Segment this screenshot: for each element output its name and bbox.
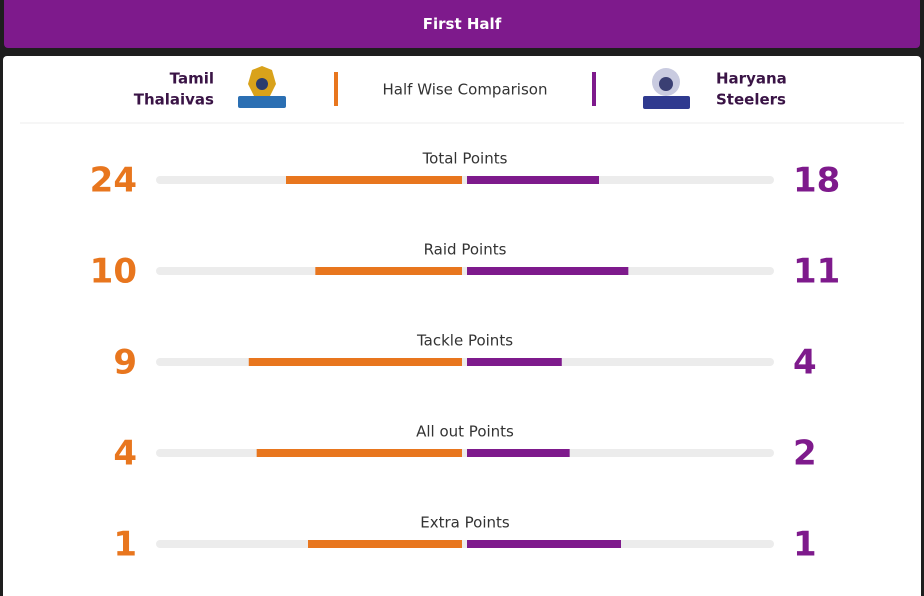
bar-track <box>156 449 774 457</box>
home-value: 10 <box>90 252 137 292</box>
home-bar <box>248 358 462 366</box>
home-bar <box>286 176 462 184</box>
caption: Half Wise Comparison <box>383 81 548 99</box>
away-logo <box>643 68 690 109</box>
divider <box>334 72 338 106</box>
bar-track <box>156 267 774 275</box>
stat-label: Extra Points <box>420 514 510 532</box>
away-team-name: Haryana <box>716 70 787 88</box>
home-value: 1 <box>113 525 137 565</box>
stat-label: Total Points <box>422 150 508 168</box>
home-team-name: Thalaivas <box>134 91 214 109</box>
stat-label: Raid Points <box>424 241 507 259</box>
away-value: 18 <box>793 161 840 201</box>
away-value: 11 <box>793 252 840 292</box>
away-bar <box>467 358 562 366</box>
home-bar <box>315 267 462 275</box>
bar-track <box>156 358 774 366</box>
away-bar <box>467 540 621 548</box>
comparison-card <box>3 56 921 596</box>
stat-label: All out Points <box>416 423 514 441</box>
half-header[interactable]: First Half <box>4 0 920 48</box>
away-value: 1 <box>793 525 817 565</box>
home-value: 24 <box>90 161 137 201</box>
divider <box>592 72 596 106</box>
away-team-name: Steelers <box>716 91 786 109</box>
home-logo <box>238 66 286 108</box>
home-value: 9 <box>113 343 137 383</box>
away-value: 2 <box>793 434 817 474</box>
half-title: First Half <box>422 15 502 33</box>
away-bar <box>467 267 629 275</box>
bar-track <box>156 176 774 184</box>
home-bar <box>308 540 462 548</box>
away-bar <box>467 176 599 184</box>
bar-track <box>156 540 774 548</box>
home-team-name: Tamil <box>170 70 214 88</box>
home-bar <box>256 449 462 457</box>
away-bar <box>467 449 570 457</box>
home-value: 4 <box>113 434 137 474</box>
stat-label: Tackle Points <box>416 332 513 350</box>
away-value: 4 <box>793 343 817 383</box>
